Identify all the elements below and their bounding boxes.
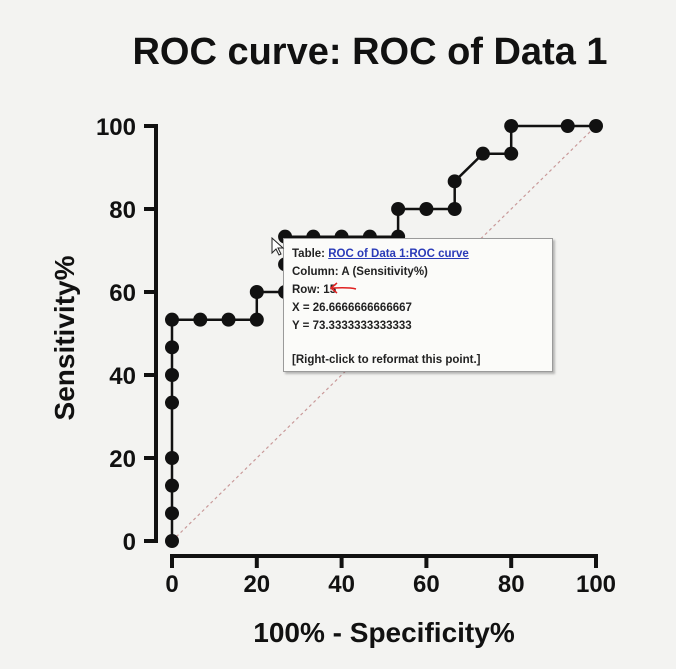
chart-title: ROC curve: ROC of Data 1: [132, 31, 607, 73]
tooltip-table-prefix: Table:: [292, 248, 329, 260]
data-point-21: [447, 202, 462, 216]
data-point-7: [165, 312, 179, 327]
data-point-25: [504, 119, 519, 133]
data-point-22: [447, 174, 462, 189]
data-point-26: [560, 119, 575, 133]
data-point-1: [165, 506, 179, 521]
data-point-9: [221, 312, 236, 327]
data-point-8: [193, 312, 208, 327]
y-tick-label-40: 40: [109, 363, 136, 390]
tooltip-column: Column: A (Sensitivity%): [292, 266, 428, 278]
tooltip-row: Row: 15: [292, 284, 337, 296]
mouse-pointer-icon: [271, 237, 285, 256]
data-point-3: [165, 451, 179, 465]
point-tooltip: Table: ROC of Data 1:ROC curve Column: A…: [283, 238, 553, 372]
data-point-19: [391, 202, 406, 216]
data-point-11: [249, 285, 264, 299]
x-tick-label-0: 0: [165, 571, 178, 598]
tooltip-hint[interactable]: [Right-click to reformat this point.]: [292, 354, 481, 366]
data-point-20: [419, 202, 434, 216]
tooltip-x: X = 26.6666666666667: [292, 302, 412, 314]
data-point-23: [475, 146, 490, 161]
x-tick-label-100: 100: [576, 571, 616, 598]
y-tick-label-80: 80: [109, 197, 136, 224]
data-point-10: [249, 312, 264, 327]
y-tick-label-100: 100: [96, 114, 136, 141]
x-tick-label-40: 40: [328, 571, 355, 598]
x-tick-label-60: 60: [413, 571, 440, 598]
y-axis-title: Sensitivity%: [49, 255, 80, 420]
data-point-27: [589, 119, 603, 133]
data-point-0: [165, 534, 179, 548]
x-tick-label-20: 20: [243, 571, 270, 598]
y-tick-label-20: 20: [109, 446, 136, 473]
tooltip-table-line: Table: ROC of Data 1:ROC curve: [292, 245, 546, 263]
data-point-6: [165, 340, 179, 355]
data-point-2: [165, 478, 179, 493]
data-point-4: [165, 395, 179, 410]
red-arrow-icon: [329, 282, 357, 294]
x-tick-label-80: 80: [498, 571, 525, 598]
data-point-5: [165, 368, 179, 382]
data-point-24: [504, 146, 519, 161]
tooltip-table-link[interactable]: ROC of Data 1:ROC curve: [328, 248, 469, 260]
x-axis-title: 100% - Specificity%: [253, 617, 515, 648]
tooltip-y: Y = 73.3333333333333: [292, 320, 412, 332]
y-tick-label-0: 0: [123, 529, 136, 556]
y-tick-label-60: 60: [109, 280, 136, 307]
